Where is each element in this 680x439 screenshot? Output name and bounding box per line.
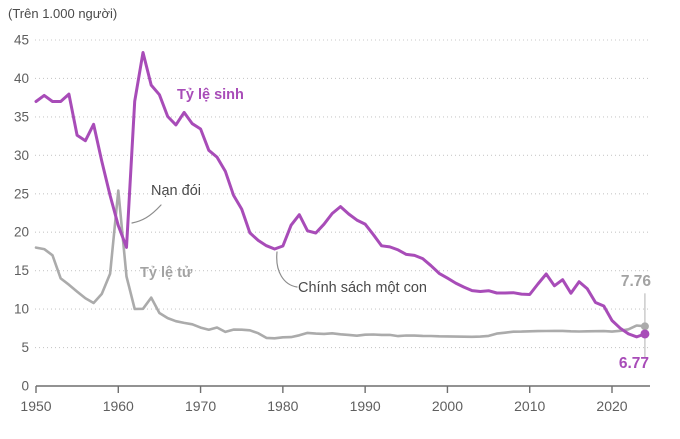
svg-text:5: 5 [21,340,29,355]
chart-unit-label: (Trên 1.000 người) [8,6,118,21]
death-end-value-label: 7.76 [620,273,651,290]
svg-text:2000: 2000 [432,398,463,414]
birth-end-value-label: 6.77 [618,355,649,372]
svg-text:0: 0 [21,379,29,394]
svg-text:40: 40 [14,71,29,86]
svg-text:15: 15 [14,263,29,278]
svg-text:2020: 2020 [596,398,627,414]
death-series-label: Tỷ lệ tử [140,265,193,281]
svg-text:30: 30 [14,148,29,163]
svg-text:2010: 2010 [514,398,545,414]
svg-text:35: 35 [14,109,29,124]
one-child-annotation-label: Chính sách một con [298,280,427,296]
famine-annotation-connector [131,204,162,224]
svg-text:20: 20 [14,225,29,240]
svg-text:25: 25 [14,186,29,201]
one-child-annotation-connector [276,251,298,288]
svg-text:1950: 1950 [20,398,51,414]
svg-text:45: 45 [14,33,29,48]
svg-text:1960: 1960 [103,398,134,414]
famine-annotation-label: Nạn đói [151,183,201,199]
svg-text:1970: 1970 [185,398,216,414]
svg-text:1980: 1980 [267,398,298,414]
chart-generated-layer: 0 5 10 15 20 25 30 35 40 45 1950 1960 1970 1980 1990 20… [14,33,650,414]
birth-series-label: Tỷ lệ sinh [177,87,244,103]
svg-text:10: 10 [14,302,29,317]
svg-text:1990: 1990 [350,398,381,414]
